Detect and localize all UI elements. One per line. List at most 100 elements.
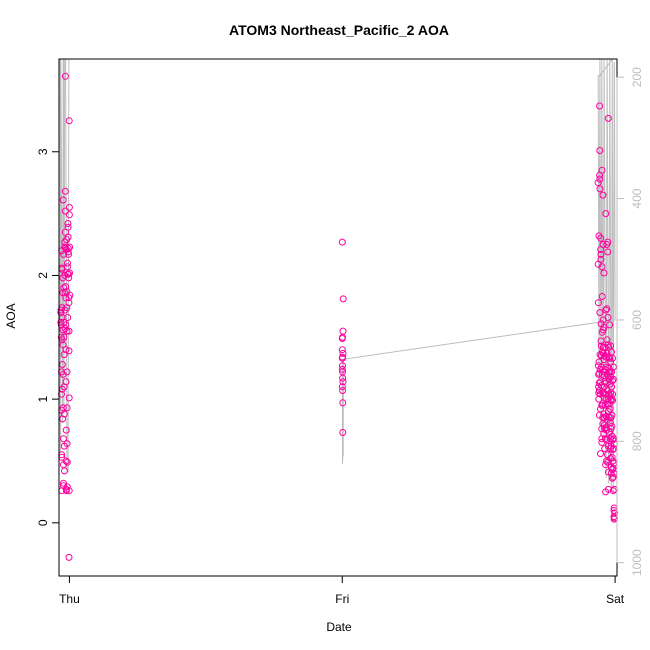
- data-point: [59, 415, 67, 423]
- data-point: [602, 306, 610, 314]
- data-point: [339, 387, 347, 394]
- data-point: [609, 464, 617, 472]
- data-point: [64, 248, 72, 256]
- data-point: [59, 435, 67, 443]
- data-point: [64, 259, 71, 267]
- data-point: [339, 429, 347, 436]
- right-axis: 200 400 600 800 1000: [616, 67, 644, 576]
- data-point: [594, 179, 602, 187]
- data-point: [339, 327, 347, 335]
- data-point: [339, 295, 347, 303]
- data-point: [59, 341, 67, 349]
- data-point: [63, 404, 71, 412]
- data-point: [594, 362, 602, 370]
- data-point: [339, 353, 346, 361]
- data-point: [604, 314, 612, 321]
- data-point: [65, 394, 73, 402]
- data-point: [62, 378, 70, 386]
- y-axis-label: AOA: [4, 303, 18, 328]
- data-point: [63, 458, 71, 466]
- data-point: [339, 378, 347, 386]
- data-point: [606, 405, 614, 413]
- y-axis: 0 1 2 3: [36, 148, 59, 526]
- data-point: [65, 299, 73, 307]
- data-point: [600, 323, 608, 331]
- data-point: [59, 196, 67, 204]
- data-point: [598, 263, 606, 271]
- data-point: [338, 365, 346, 373]
- data-point: [597, 250, 605, 258]
- x-axis-label: Date: [326, 620, 352, 634]
- data-point: [65, 553, 73, 561]
- data-point: [62, 283, 70, 291]
- data-point: [66, 291, 74, 299]
- data-point: [60, 333, 68, 341]
- data-point: [594, 299, 602, 307]
- y-tick-label: 3: [36, 148, 50, 155]
- data-point: [339, 349, 347, 357]
- data-point: [609, 487, 617, 495]
- y-tick-label: 0: [36, 519, 50, 526]
- data-point: [608, 474, 616, 482]
- data-point: [597, 450, 604, 458]
- right-tick-label: 800: [630, 431, 644, 451]
- plot-area: [57, 58, 619, 577]
- data-point: [63, 368, 71, 376]
- data-point: [65, 274, 73, 282]
- right-tick-label: 600: [630, 310, 644, 330]
- data-point: [604, 114, 612, 122]
- y-tick-label: 2: [36, 272, 50, 279]
- data-point: [65, 487, 73, 495]
- data-point: [60, 410, 68, 418]
- data-point: [64, 223, 72, 231]
- data-point: [599, 401, 607, 409]
- data-point: [598, 293, 606, 300]
- data-point: [62, 457, 70, 465]
- data-point: [338, 238, 346, 246]
- data-point: [597, 234, 605, 242]
- data-point: [608, 395, 616, 403]
- x-axis: Thu Fri Sat: [59, 576, 625, 606]
- y-tick-label: 1: [36, 395, 50, 402]
- data-point: [606, 321, 614, 329]
- data-point: [603, 336, 611, 344]
- data-point: [338, 383, 346, 391]
- data-point: [608, 422, 616, 430]
- data-point: [608, 466, 616, 474]
- right-tick-label: 400: [630, 188, 644, 208]
- data-point: [61, 467, 68, 475]
- data-point: [65, 117, 73, 125]
- data-point: [339, 374, 347, 382]
- data-point: [602, 210, 610, 218]
- data-point: [604, 248, 612, 256]
- data-point: [600, 269, 608, 277]
- right-tick-label: 200: [630, 67, 644, 87]
- data-point: [63, 327, 71, 335]
- data-point: [64, 314, 72, 321]
- data-point: [65, 270, 72, 278]
- data-point: [66, 269, 74, 277]
- x-tick-label: Thu: [59, 592, 80, 606]
- chart-title: ATOM3 Northeast_Pacific_2 AOA: [229, 22, 449, 38]
- data-point: [609, 396, 617, 404]
- data-point: [596, 185, 604, 193]
- data-point: [61, 207, 69, 215]
- data-point: [607, 469, 615, 477]
- data-point: [609, 377, 616, 385]
- data-point: [608, 411, 616, 419]
- data-point: [64, 263, 71, 271]
- data-point: [596, 102, 604, 110]
- data-point: [597, 255, 605, 263]
- data-point: [609, 375, 617, 383]
- data-point: [602, 353, 610, 361]
- data-point: [64, 220, 72, 227]
- data-point: [611, 509, 619, 517]
- data-point: [65, 327, 73, 335]
- x-tick-label: Fri: [335, 592, 349, 606]
- data-point: [603, 387, 611, 394]
- data-point: [61, 72, 69, 80]
- data-point: [339, 399, 347, 407]
- data-point: [597, 405, 604, 413]
- data-point: [65, 250, 72, 258]
